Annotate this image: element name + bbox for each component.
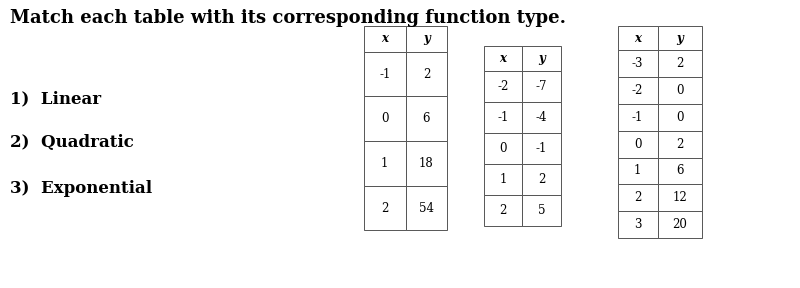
Text: x: x xyxy=(634,32,641,45)
Text: 2: 2 xyxy=(634,191,642,204)
Text: 0: 0 xyxy=(634,138,642,151)
Text: -2: -2 xyxy=(632,84,643,97)
FancyBboxPatch shape xyxy=(522,133,561,164)
FancyBboxPatch shape xyxy=(522,164,561,195)
FancyBboxPatch shape xyxy=(364,52,406,96)
Text: 2: 2 xyxy=(499,204,507,217)
FancyBboxPatch shape xyxy=(484,71,522,102)
FancyBboxPatch shape xyxy=(406,141,447,186)
Text: 2: 2 xyxy=(381,202,389,215)
FancyBboxPatch shape xyxy=(618,184,658,211)
Text: 54: 54 xyxy=(419,202,434,215)
Text: -1: -1 xyxy=(379,68,390,81)
Text: -1: -1 xyxy=(498,111,509,124)
FancyBboxPatch shape xyxy=(618,211,658,238)
FancyBboxPatch shape xyxy=(618,50,658,77)
FancyBboxPatch shape xyxy=(522,46,561,71)
FancyBboxPatch shape xyxy=(364,96,406,141)
Text: 12: 12 xyxy=(672,191,687,204)
Text: 0: 0 xyxy=(499,142,507,155)
FancyBboxPatch shape xyxy=(522,102,561,133)
FancyBboxPatch shape xyxy=(484,46,522,71)
Text: 0: 0 xyxy=(381,112,389,125)
Text: x: x xyxy=(382,32,388,46)
Text: 1: 1 xyxy=(634,164,642,177)
Text: -3: -3 xyxy=(632,57,643,70)
Text: 6: 6 xyxy=(422,112,430,125)
FancyBboxPatch shape xyxy=(522,195,561,226)
Text: 0: 0 xyxy=(676,84,683,97)
FancyBboxPatch shape xyxy=(618,158,658,184)
Text: 0: 0 xyxy=(676,111,683,124)
Text: 1)  Linear: 1) Linear xyxy=(10,91,102,108)
FancyBboxPatch shape xyxy=(484,195,522,226)
Text: y: y xyxy=(538,52,545,65)
Text: 2: 2 xyxy=(676,138,683,151)
Text: y: y xyxy=(676,32,683,45)
Text: 3: 3 xyxy=(634,218,642,231)
FancyBboxPatch shape xyxy=(484,102,522,133)
FancyBboxPatch shape xyxy=(658,211,702,238)
FancyBboxPatch shape xyxy=(658,184,702,211)
Text: -1: -1 xyxy=(632,111,643,124)
FancyBboxPatch shape xyxy=(658,158,702,184)
FancyBboxPatch shape xyxy=(364,26,406,52)
FancyBboxPatch shape xyxy=(406,26,447,52)
Text: 2: 2 xyxy=(538,173,546,186)
Text: 18: 18 xyxy=(419,157,434,170)
FancyBboxPatch shape xyxy=(618,104,658,131)
FancyBboxPatch shape xyxy=(658,131,702,158)
Text: 6: 6 xyxy=(676,164,683,177)
FancyBboxPatch shape xyxy=(658,77,702,104)
FancyBboxPatch shape xyxy=(658,104,702,131)
FancyBboxPatch shape xyxy=(522,71,561,102)
Text: 3)  Exponential: 3) Exponential xyxy=(10,180,153,197)
Text: 2)  Quadratic: 2) Quadratic xyxy=(10,134,134,151)
Text: -4: -4 xyxy=(536,111,547,124)
FancyBboxPatch shape xyxy=(406,96,447,141)
FancyBboxPatch shape xyxy=(658,26,702,50)
Text: -7: -7 xyxy=(536,79,547,93)
FancyBboxPatch shape xyxy=(658,50,702,77)
FancyBboxPatch shape xyxy=(406,186,447,230)
Text: Match each table with its corresponding function type.: Match each table with its corresponding … xyxy=(10,9,566,27)
Text: 2: 2 xyxy=(422,68,430,81)
Text: 1: 1 xyxy=(499,173,507,186)
Text: 20: 20 xyxy=(672,218,687,231)
Text: 5: 5 xyxy=(538,204,546,217)
FancyBboxPatch shape xyxy=(618,131,658,158)
FancyBboxPatch shape xyxy=(484,164,522,195)
Text: -2: -2 xyxy=(498,79,509,93)
Text: 2: 2 xyxy=(676,57,683,70)
FancyBboxPatch shape xyxy=(618,26,658,50)
Text: 1: 1 xyxy=(381,157,389,170)
FancyBboxPatch shape xyxy=(484,133,522,164)
Text: -1: -1 xyxy=(536,142,547,155)
FancyBboxPatch shape xyxy=(406,52,447,96)
Text: y: y xyxy=(423,32,430,46)
FancyBboxPatch shape xyxy=(364,186,406,230)
FancyBboxPatch shape xyxy=(364,141,406,186)
Text: x: x xyxy=(500,52,506,65)
FancyBboxPatch shape xyxy=(618,77,658,104)
